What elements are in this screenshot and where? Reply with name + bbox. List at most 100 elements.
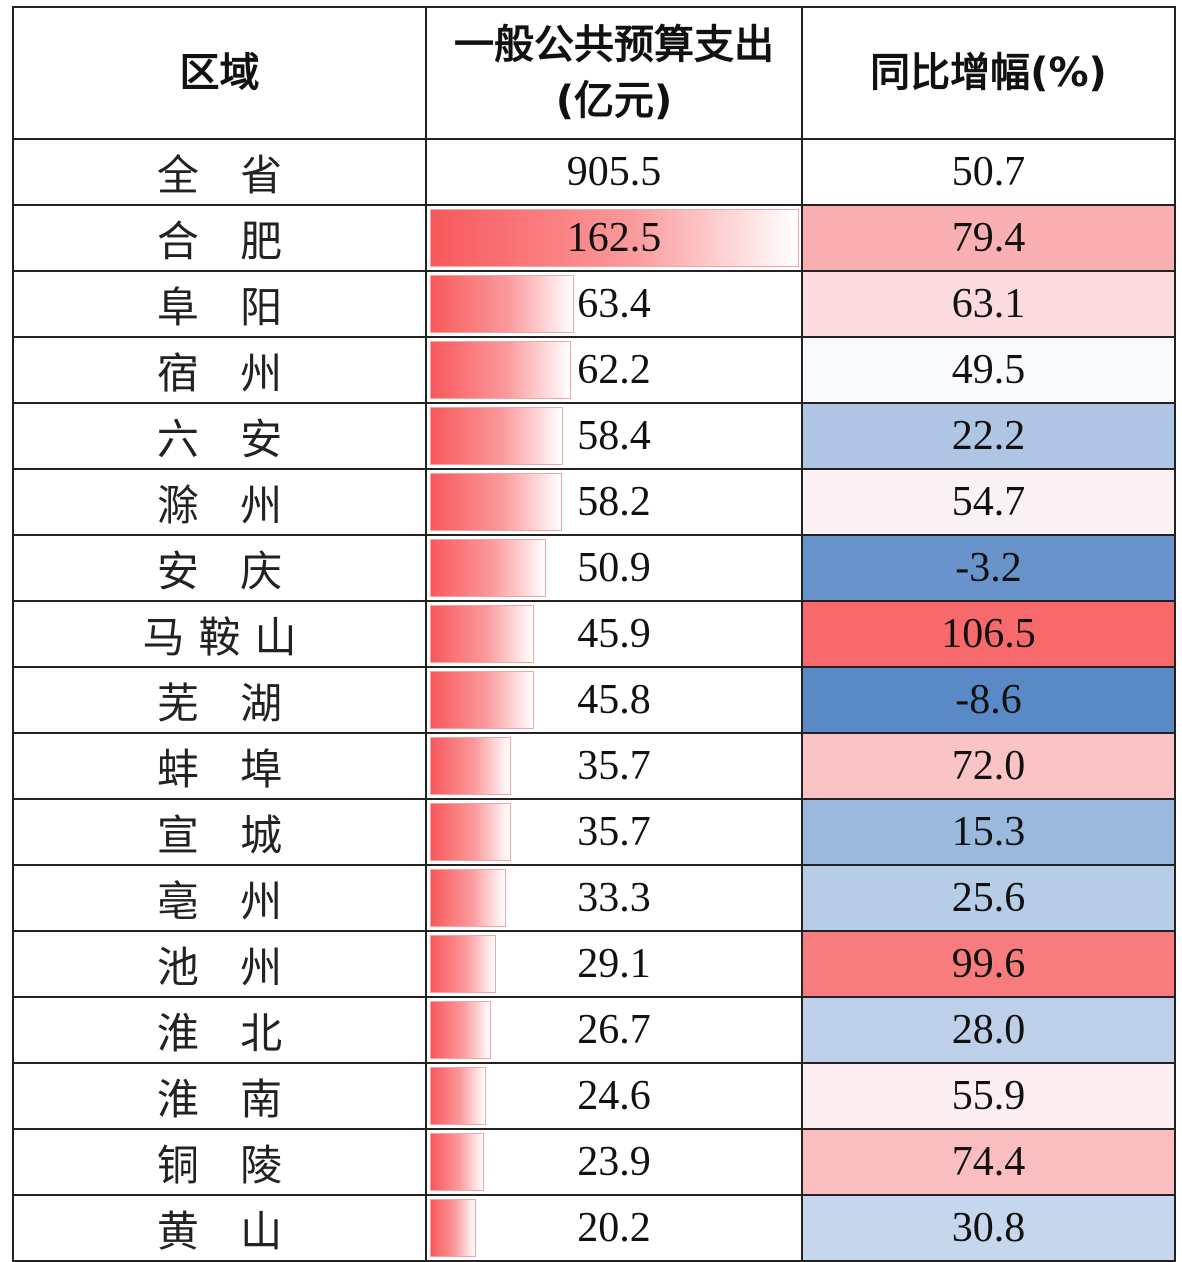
table-row: 六 安 58.4 22.2 (14, 404, 1176, 470)
total-region: 全 省 (156, 150, 297, 200)
region-cell: 安 庆 (14, 536, 427, 602)
expenditure-data-bar (430, 605, 534, 663)
table-row: 安 庆 50.9 -3.2 (14, 536, 1176, 602)
expenditure-value: 45.8 (577, 677, 651, 723)
growth-cell: 25.6 (803, 866, 1176, 932)
growth-value: 99.6 (951, 941, 1026, 987)
expenditure-data-bar (430, 803, 511, 861)
header-growth: 同比增幅(%) (870, 50, 1107, 96)
growth-heat-fill (803, 206, 1174, 270)
expenditure-value: 26.7 (577, 1007, 651, 1053)
header-growth-cell: 同比增幅(%) (803, 8, 1176, 140)
expenditure-cell: 62.2 (427, 338, 803, 404)
growth-cell: 30.8 (803, 1196, 1176, 1262)
table-row: 芜 湖 45.8 -8.6 (14, 668, 1176, 734)
region-label: 宿 州 (156, 348, 297, 398)
expenditure-cell: 45.9 (427, 602, 803, 668)
total-expenditure: 905.5 (566, 149, 662, 195)
growth-heat-fill (803, 1064, 1174, 1128)
region-cell: 阜 阳 (14, 272, 427, 338)
expenditure-data-bar (430, 209, 799, 267)
table-row: 池 州 29.1 99.6 (14, 932, 1176, 998)
growth-cell: 74.4 (803, 1130, 1176, 1196)
growth-value: -3.2 (955, 545, 1022, 591)
expenditure-cell: 58.4 (427, 404, 803, 470)
expenditure-value: 45.9 (577, 611, 651, 657)
growth-cell: 54.7 (803, 470, 1176, 536)
expenditure-value: 58.2 (577, 479, 651, 525)
region-label: 安 庆 (156, 546, 297, 596)
expenditure-data-bar (430, 539, 546, 597)
growth-value: 74.4 (951, 1139, 1026, 1185)
growth-cell: 99.6 (803, 932, 1176, 998)
region-label: 滁 州 (156, 480, 297, 530)
growth-value: 72.0 (951, 743, 1026, 789)
table-row: 马鞍山 45.9 106.5 (14, 602, 1176, 668)
growth-heat-fill (803, 998, 1174, 1062)
table-row: 宿 州 62.2 49.5 (14, 338, 1176, 404)
growth-value: 55.9 (951, 1073, 1026, 1119)
expenditure-data-bar (430, 671, 534, 729)
expenditure-cell: 63.4 (427, 272, 803, 338)
growth-cell: 15.3 (803, 800, 1176, 866)
growth-value: 79.4 (951, 215, 1026, 261)
expenditure-value: 162.5 (566, 215, 662, 261)
table-row: 宣 城 35.7 15.3 (14, 800, 1176, 866)
expenditure-cell: 26.7 (427, 998, 803, 1064)
expenditure-data-bar (430, 1067, 486, 1125)
growth-heat-fill (803, 932, 1174, 996)
expenditure-cell: 162.5 (427, 206, 803, 272)
region-label: 阜 阳 (156, 282, 297, 332)
region-label: 淮 南 (156, 1074, 297, 1124)
growth-cell: 55.9 (803, 1064, 1176, 1130)
growth-heat-fill (803, 536, 1174, 600)
growth-heat-fill (803, 866, 1174, 930)
expenditure-data-bar (430, 473, 562, 531)
region-label: 蚌 埠 (156, 744, 297, 794)
expenditure-data-bar (430, 1133, 484, 1191)
total-row: 全 省 905.5 50.7 (14, 140, 1176, 206)
header-expenditure: 一般公共预算支出 (454, 22, 774, 68)
growth-heat-fill (803, 272, 1174, 336)
growth-heat-fill (803, 338, 1174, 402)
growth-cell: -3.2 (803, 536, 1176, 602)
growth-heat-fill (803, 470, 1174, 534)
growth-heat-fill (803, 1196, 1174, 1260)
expenditure-value: 29.1 (577, 941, 651, 987)
table-row: 淮 南 24.6 55.9 (14, 1064, 1176, 1130)
header-region: 区域 (179, 50, 260, 96)
growth-cell: 79.4 (803, 206, 1176, 272)
region-cell: 宿 州 (14, 338, 427, 404)
region-cell: 马鞍山 (14, 602, 427, 668)
expenditure-data-bar (430, 275, 574, 333)
expenditure-data-bar (430, 341, 571, 399)
growth-value: 63.1 (951, 281, 1026, 327)
expenditure-data-bar (430, 935, 496, 993)
growth-value: 106.5 (941, 611, 1036, 657)
expenditure-cell: 35.7 (427, 800, 803, 866)
expenditure-cell: 23.9 (427, 1130, 803, 1196)
growth-heat-fill (803, 1130, 1174, 1194)
table-row: 淮 北 26.7 28.0 (14, 998, 1176, 1064)
growth-value: 15.3 (951, 809, 1026, 855)
growth-value: -8.6 (955, 677, 1022, 723)
growth-value: 25.6 (951, 875, 1026, 921)
region-label: 池 州 (156, 942, 297, 992)
budget-table: 区域 一般公共预算支出 (亿元) 同比增幅(%) 全 省 905.5 50.7 … (12, 6, 1176, 1262)
total-growth-cell: 50.7 (803, 140, 1176, 206)
region-cell: 淮 北 (14, 998, 427, 1064)
expenditure-cell: 29.1 (427, 932, 803, 998)
data-rows: 合 肥 162.5 79.4 阜 阳 63.4 63.1 宿 州 62.2 49.5 六 安 58.… (14, 206, 1176, 1262)
region-cell: 六 安 (14, 404, 427, 470)
growth-heat-fill (803, 668, 1174, 732)
expenditure-value: 50.9 (577, 545, 651, 591)
region-cell: 合 肥 (14, 206, 427, 272)
region-cell: 淮 南 (14, 1064, 427, 1130)
region-cell: 亳 州 (14, 866, 427, 932)
growth-heat-fill (803, 734, 1174, 798)
region-cell: 池 州 (14, 932, 427, 998)
expenditure-value: 33.3 (577, 875, 651, 921)
region-label: 淮 北 (156, 1008, 297, 1058)
header-row: 区域 一般公共预算支出 (亿元) 同比增幅(%) (14, 8, 1176, 140)
expenditure-value: 63.4 (577, 281, 651, 327)
